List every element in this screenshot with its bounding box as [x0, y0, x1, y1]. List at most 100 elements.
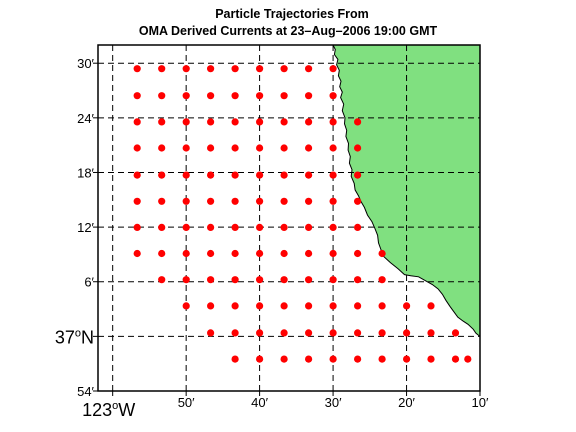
particle-marker — [207, 302, 215, 310]
particle-marker — [231, 144, 239, 152]
map-title-line-1: Particle Trajectories From — [215, 7, 369, 21]
particle-marker — [329, 329, 337, 337]
particle-marker — [207, 197, 215, 205]
y-tick-label: 12′ — [77, 220, 94, 235]
particle-marker — [305, 249, 313, 258]
particle-marker — [158, 197, 166, 205]
particle-marker — [231, 329, 239, 337]
particle-marker — [182, 249, 190, 258]
particle-marker — [280, 355, 288, 363]
particle-marker — [256, 144, 264, 152]
particle-marker — [231, 197, 239, 205]
y-tick-label: 24′ — [77, 111, 94, 126]
particle-marker — [305, 302, 313, 310]
particle-marker — [158, 276, 166, 284]
particle-marker — [280, 329, 288, 337]
particle-marker — [305, 92, 313, 100]
particle-marker — [207, 276, 215, 284]
particle-marker — [256, 92, 264, 100]
map-frame — [97, 44, 481, 392]
particle-marker — [182, 65, 190, 73]
particle-marker — [378, 329, 386, 337]
particle-marker — [427, 302, 435, 310]
particle-marker — [256, 171, 264, 179]
particle-layer — [133, 65, 472, 363]
particle-marker — [305, 118, 313, 126]
particle-marker — [256, 249, 264, 258]
particle-marker — [403, 329, 411, 337]
particle-marker — [403, 355, 411, 363]
x-tick-label: 123oW — [82, 400, 135, 420]
y-tick-label: 54′ — [77, 384, 94, 399]
particle-marker — [182, 92, 190, 100]
particle-marker — [280, 171, 288, 179]
particle-marker — [354, 302, 362, 310]
particle-marker — [256, 355, 264, 363]
particle-marker — [354, 144, 362, 152]
particle-marker — [305, 355, 313, 363]
x-tick-label: 20′ — [398, 395, 415, 410]
particle-marker — [133, 65, 141, 73]
particle-marker — [280, 144, 288, 152]
particle-marker — [133, 144, 141, 152]
particle-marker — [305, 276, 313, 284]
particle-marker — [231, 171, 239, 179]
particle-marker — [256, 329, 264, 337]
particle-marker — [280, 223, 288, 231]
particle-marker — [207, 171, 215, 179]
x-tick-label: 40′ — [251, 395, 268, 410]
particle-marker — [280, 118, 288, 126]
particle-marker — [305, 329, 313, 337]
particle-marker — [158, 171, 166, 179]
particle-marker — [378, 249, 386, 258]
particle-marker — [158, 92, 166, 100]
particle-marker — [427, 355, 435, 363]
particle-marker — [378, 355, 386, 363]
particle-marker — [256, 197, 264, 205]
particle-marker — [256, 118, 264, 126]
particle-marker — [158, 223, 166, 231]
particle-marker — [231, 118, 239, 126]
x-tick-label: 10′ — [472, 395, 489, 410]
particle-marker — [354, 171, 362, 179]
particle-marker — [451, 329, 460, 337]
particle-marker — [305, 197, 313, 205]
particle-marker — [207, 223, 215, 231]
particle-marker — [158, 249, 166, 258]
particle-marker — [329, 65, 337, 73]
particle-marker — [182, 144, 190, 152]
particle-marker — [329, 302, 337, 310]
particle-marker — [354, 118, 362, 126]
particle-marker — [207, 144, 215, 152]
particle-marker — [231, 302, 239, 310]
particle-marker — [280, 249, 288, 258]
particle-marker — [464, 355, 472, 363]
particle-marker — [231, 92, 239, 100]
particle-marker — [158, 144, 166, 152]
particle-marker — [256, 302, 264, 310]
particle-marker — [329, 249, 337, 258]
particle-marker — [207, 92, 215, 100]
particle-marker — [256, 276, 264, 284]
particle-marker — [280, 197, 288, 205]
particle-marker — [133, 92, 141, 100]
particle-marker — [305, 171, 313, 179]
particle-marker — [182, 197, 190, 205]
particle-marker — [158, 65, 166, 73]
particle-marker — [329, 144, 337, 152]
particle-marker — [207, 65, 215, 73]
particle-marker — [231, 223, 239, 231]
particle-marker — [451, 355, 460, 363]
map-title-line-2: OMA Derived Currents at 23–Aug–2006 19:0… — [139, 24, 438, 38]
x-tick-label: 50′ — [178, 395, 195, 410]
particle-marker — [329, 92, 337, 100]
particle-marker — [158, 118, 166, 126]
particle-marker — [280, 92, 288, 100]
particle-marker — [305, 144, 313, 152]
particle-marker — [133, 118, 141, 126]
particle-marker — [182, 223, 190, 231]
particle-marker — [329, 171, 337, 179]
particle-marker — [182, 276, 190, 284]
particle-marker — [207, 118, 215, 126]
particle-marker — [133, 249, 141, 258]
